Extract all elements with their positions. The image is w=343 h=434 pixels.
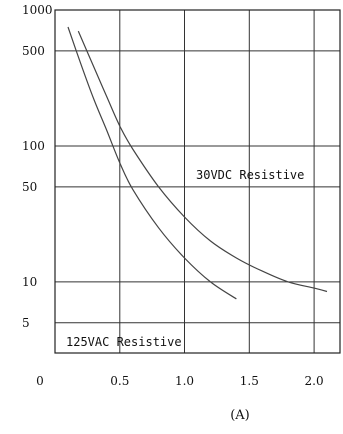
annotation-125vac: 125VAC Resistive [66,335,182,349]
y-tick-label-3: 50 [22,180,37,194]
y-tick-label-5: 5 [22,316,30,330]
y-tick-label-4: 10 [22,275,37,289]
x-tick-labels: 0 0.5 1.0 1.5 2.0 [36,374,323,388]
x-tick-label-3: 1.5 [240,374,259,388]
plot-frame [54,9,341,354]
figure-caption: (A) [230,408,250,423]
annotation-30vdc: 30VDC Resistive [196,168,304,182]
x-tick-label-1: 0.5 [110,374,129,388]
y-tick-label-2: 100 [22,139,45,153]
series-line-0 [77,30,328,293]
y-tick-label-0: 1000 [22,3,53,17]
x-tick-label-4: 2.0 [305,374,324,388]
x-tick-label-2: 1.0 [175,374,194,388]
x-tick-label-0: 0 [36,374,44,388]
y-tick-labels: 1000 500 100 50 10 5 [22,3,53,330]
series-line-1 [67,26,237,300]
series-lines [67,26,328,300]
y-tick-label-1: 500 [22,44,45,58]
